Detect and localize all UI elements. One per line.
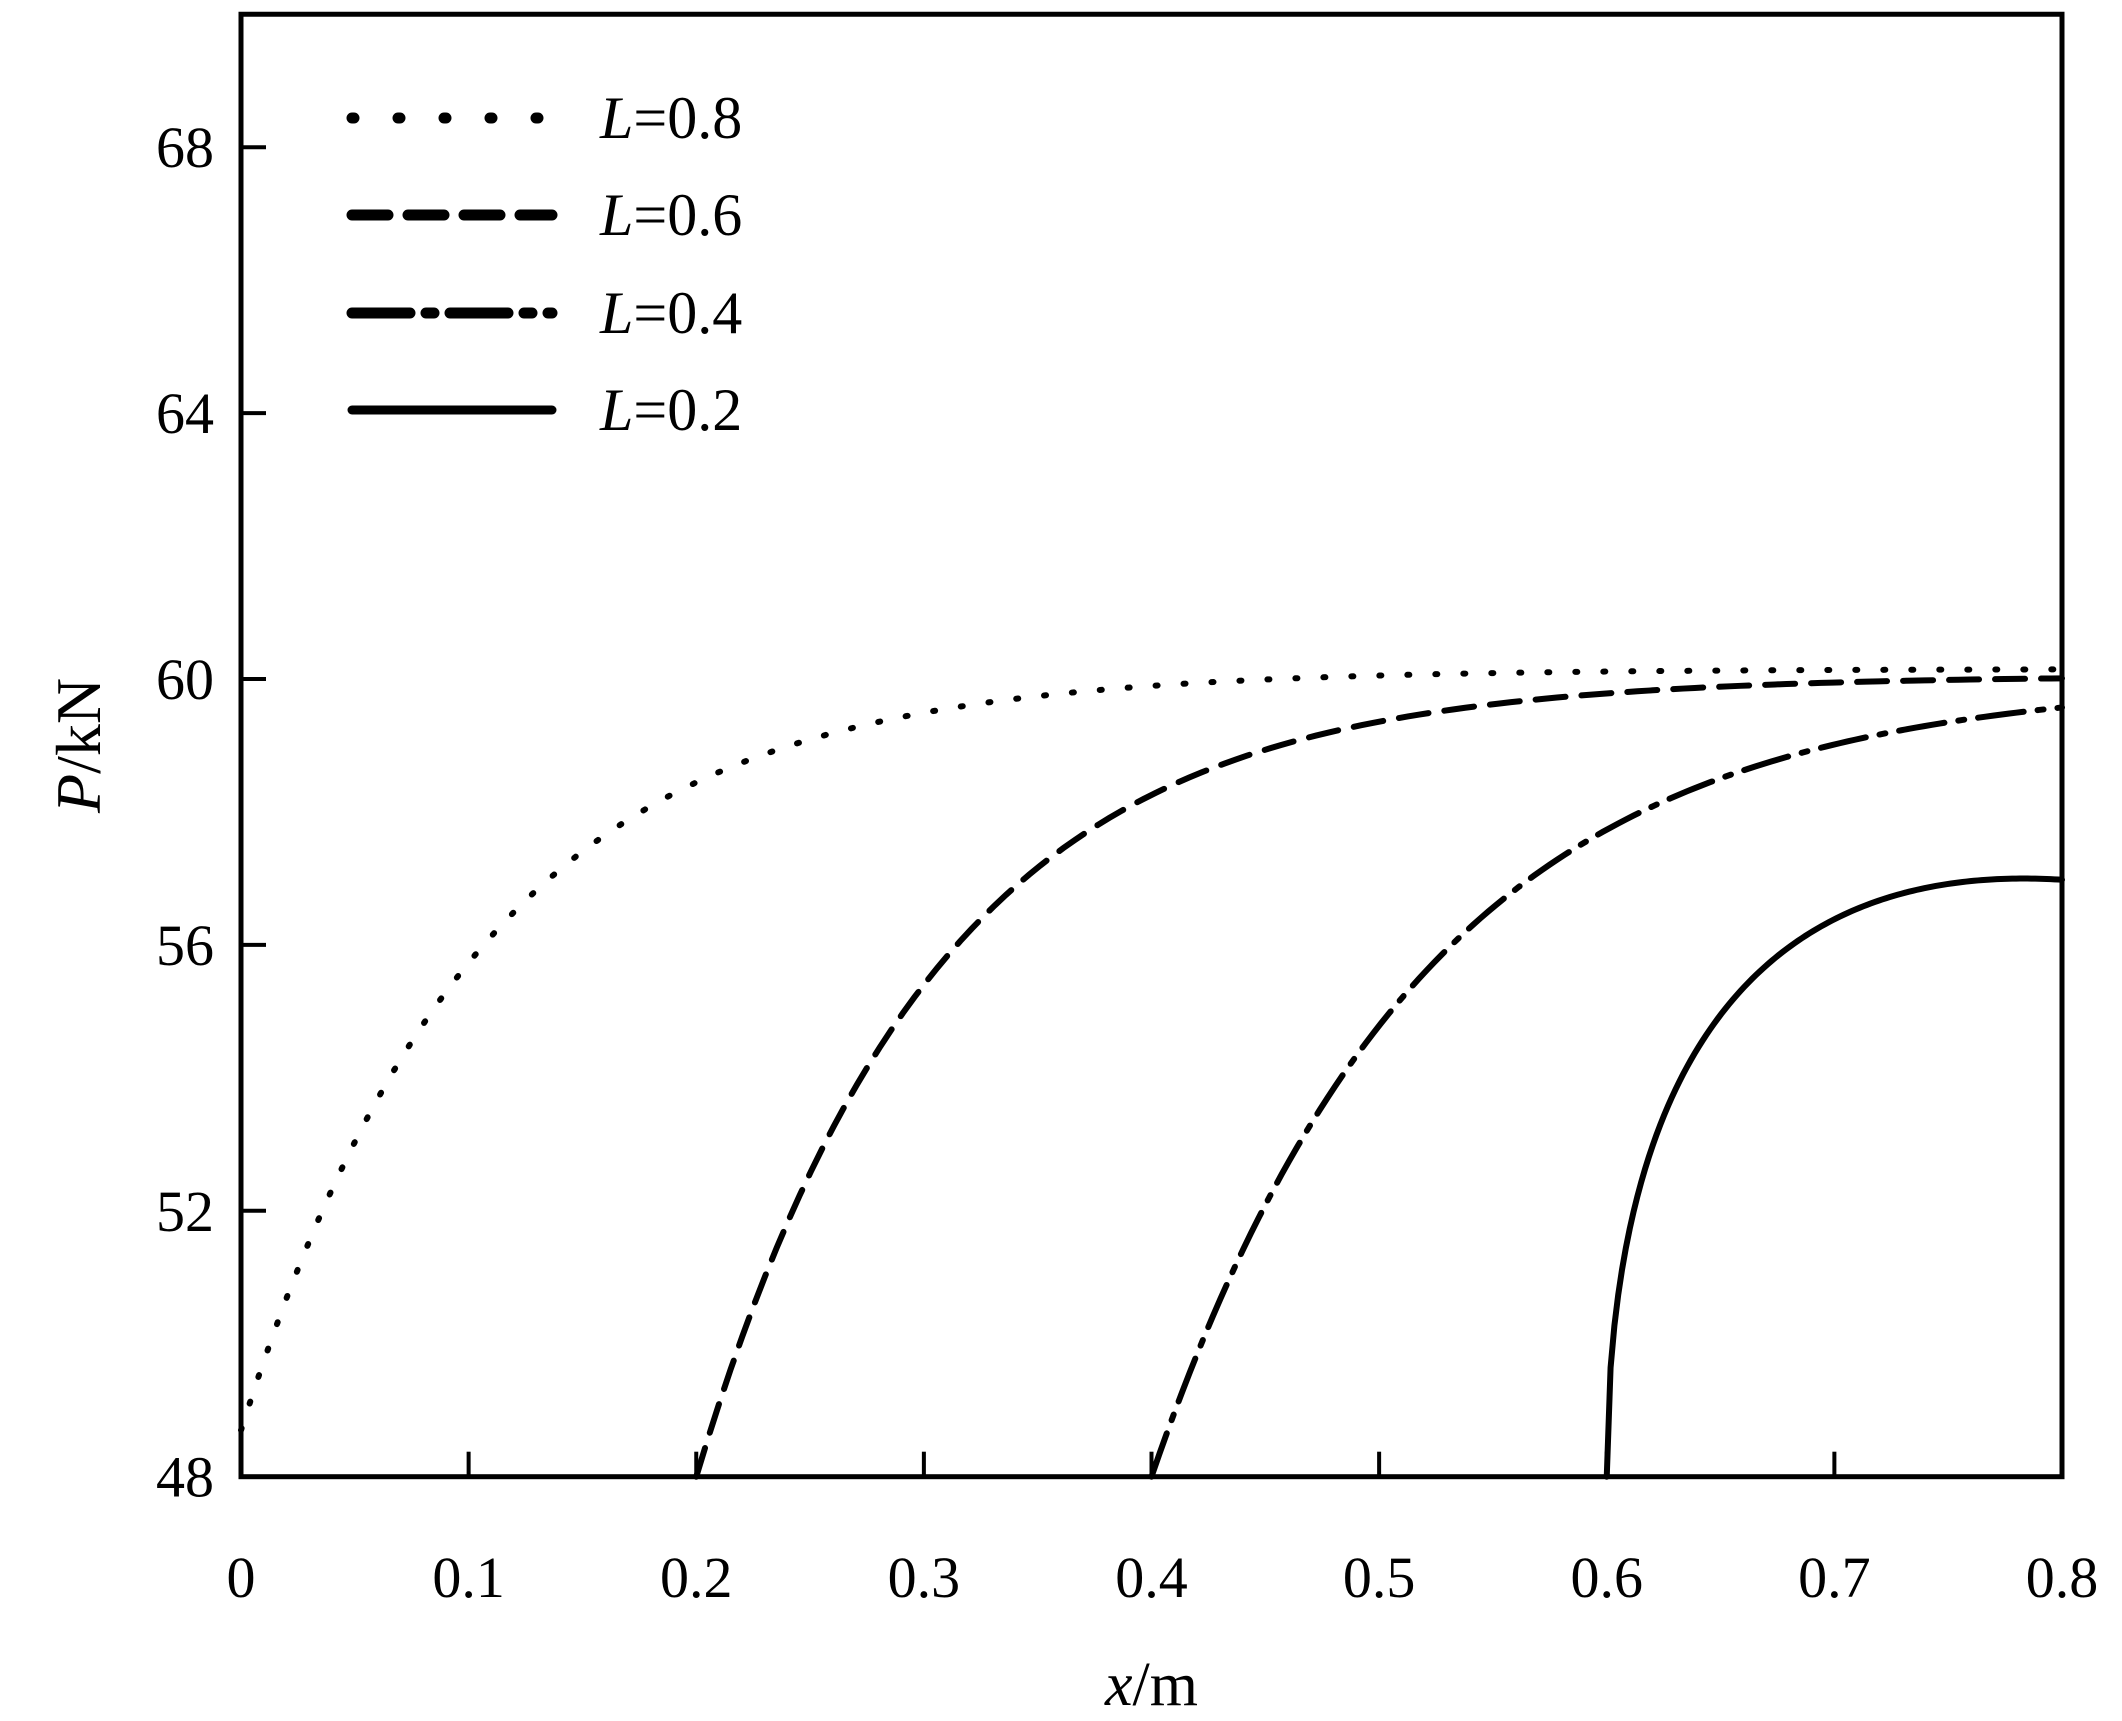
svg-text:52: 52 (156, 1179, 214, 1244)
svg-text:P/kN: P/kN (43, 678, 114, 814)
svg-text:0.2: 0.2 (660, 1545, 733, 1610)
svg-text:0.4: 0.4 (1115, 1545, 1188, 1610)
svg-text:0: 0 (227, 1545, 256, 1610)
svg-text:68: 68 (156, 115, 214, 180)
svg-text:x/m: x/m (1104, 1651, 1198, 1719)
svg-text:0.8: 0.8 (2026, 1545, 2099, 1610)
svg-text:0.5: 0.5 (1343, 1545, 1416, 1610)
svg-text:0.7: 0.7 (1798, 1545, 1871, 1610)
svg-text:L=0.4: L=0.4 (599, 280, 742, 346)
svg-text:60: 60 (156, 647, 214, 712)
svg-text:0.6: 0.6 (1571, 1545, 1644, 1610)
svg-text:48: 48 (156, 1445, 214, 1510)
svg-text:56: 56 (156, 913, 214, 978)
svg-text:L=0.8: L=0.8 (599, 85, 742, 151)
svg-text:64: 64 (156, 381, 214, 446)
svg-text:0.1: 0.1 (432, 1545, 505, 1610)
svg-text:L=0.6: L=0.6 (599, 182, 742, 248)
svg-text:L=0.2: L=0.2 (599, 377, 742, 443)
svg-text:0.3: 0.3 (888, 1545, 961, 1610)
